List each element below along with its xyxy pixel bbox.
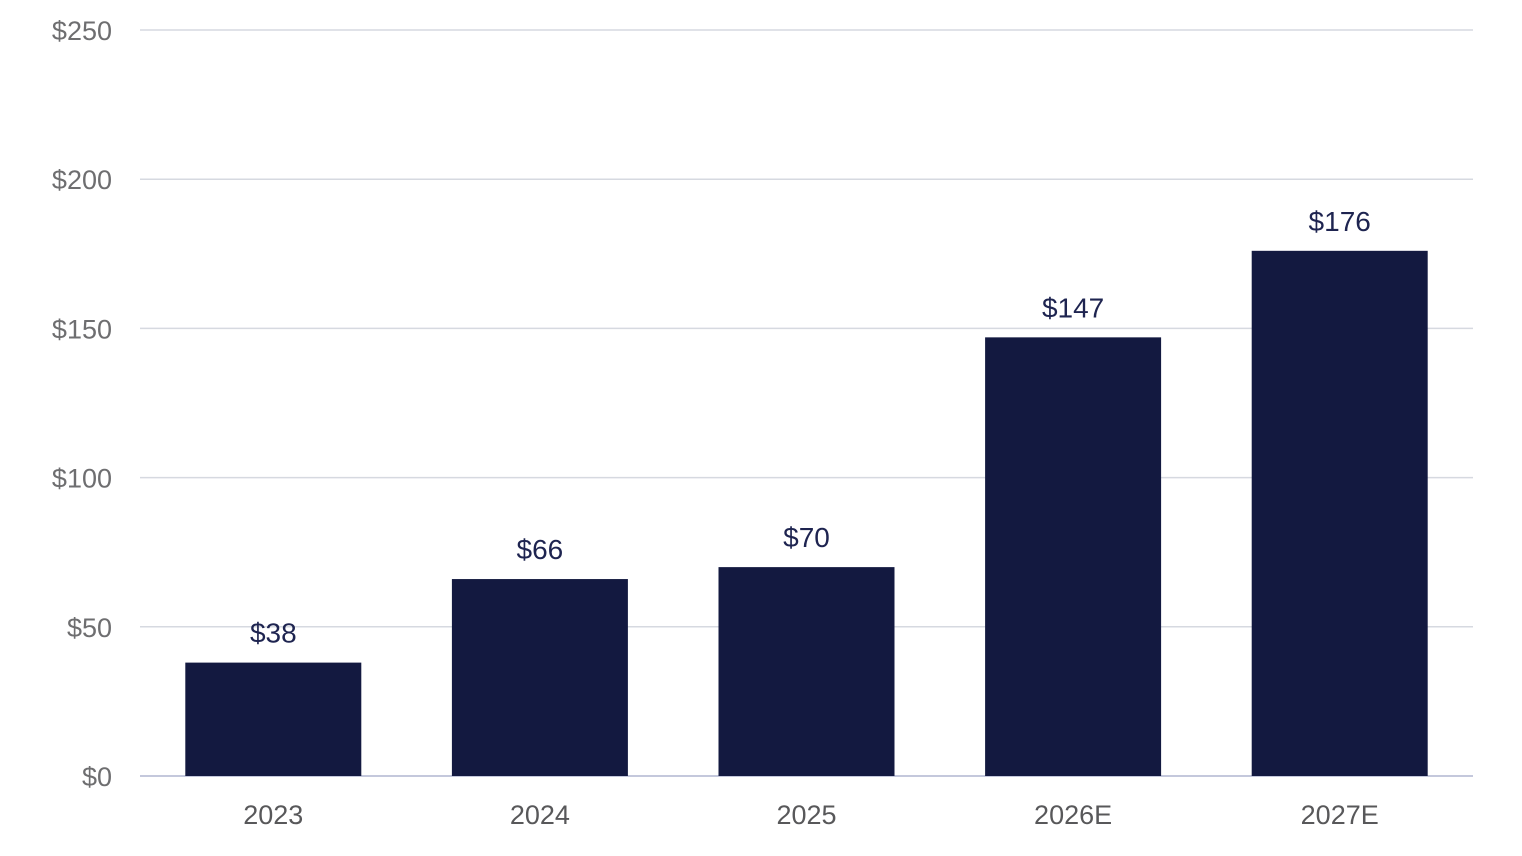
y-tick-label: $0 (82, 762, 112, 792)
data-label-2025: $70 (783, 522, 830, 553)
y-tick-label: $150 (52, 314, 112, 344)
x-axis-ticks: 2023 2024 2025 2026E 2027E (243, 800, 1378, 830)
y-tick-label: $250 (52, 16, 112, 46)
data-label-2023: $38 (250, 618, 297, 649)
data-label-2024: $66 (517, 534, 564, 565)
bar-2027E (1251, 250, 1428, 777)
data-label-2027E: $176 (1309, 206, 1371, 237)
x-tick-label-2025: 2025 (776, 800, 836, 830)
data-label-2026E: $147 (1042, 292, 1104, 323)
bars (185, 250, 1428, 777)
data-labels: $38 $66 $70 $147 $176 (250, 206, 1371, 649)
bar-2025 (718, 567, 895, 776)
y-tick-label: $200 (52, 165, 112, 195)
bar-2026E (985, 337, 1162, 776)
y-tick-label: $100 (52, 464, 112, 494)
y-axis-ticks: $0 $50 $100 $150 $200 $250 (52, 16, 112, 792)
gridlines (140, 29, 1473, 777)
x-tick-label-2026E: 2026E (1034, 800, 1112, 830)
x-tick-label-2023: 2023 (243, 800, 303, 830)
y-tick-label: $50 (67, 613, 112, 643)
bar-2024 (451, 579, 628, 776)
bar-2023 (185, 662, 362, 776)
x-tick-label-2027E: 2027E (1301, 800, 1379, 830)
x-tick-label-2024: 2024 (510, 800, 570, 830)
